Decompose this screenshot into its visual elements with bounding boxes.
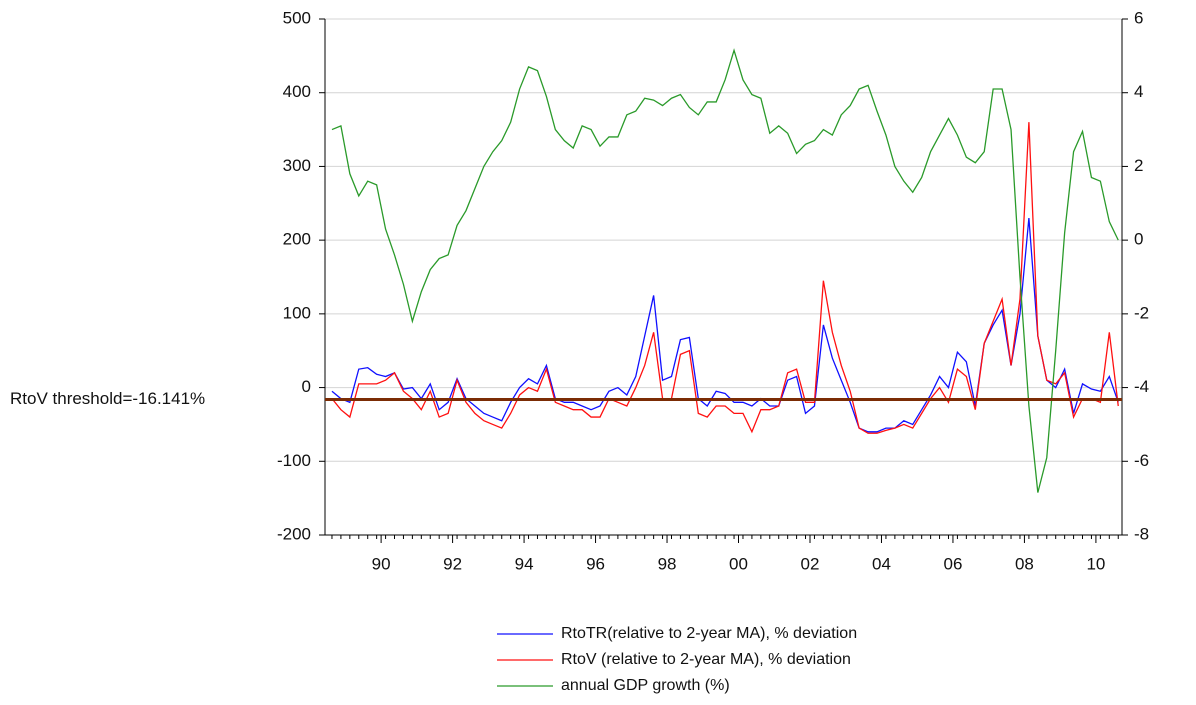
series-line [331,122,1119,434]
x-tick-label: 08 [1015,554,1034,573]
legend-label: RtoV (relative to 2-year MA), % deviatio… [561,651,851,668]
legend-label: annual GDP growth (%) [561,677,730,694]
legend-label: RtoTR(relative to 2-year MA), % deviatio… [561,625,857,642]
y-tick-label: 300 [283,156,311,175]
x-tick-label: 90 [372,554,391,573]
y2-tick-label: -8 [1134,524,1149,543]
y-tick-label: -200 [277,524,311,543]
y2-tick-label: 4 [1134,82,1143,101]
x-tick-label: 04 [872,554,891,573]
y2-tick-label: 0 [1134,230,1143,249]
x-tick-label: 02 [801,554,820,573]
x-tick-label: 92 [443,554,462,573]
y-tick-label: 100 [283,303,311,322]
threshold-label: RtoV threshold=-16.141% [10,389,205,408]
x-tick-label: 10 [1086,554,1105,573]
y-tick-label: 0 [302,377,311,396]
y-tick-label: 500 [283,8,311,27]
x-tick-label: 00 [729,554,748,573]
x-tick-label: 98 [658,554,677,573]
y2-tick-label: -4 [1134,377,1149,396]
legend: RtoTR(relative to 2-year MA), % deviatio… [497,625,857,694]
x-tick-label: 06 [943,554,962,573]
y2-tick-label: 2 [1134,156,1143,175]
y-tick-label: 200 [283,230,311,249]
x-tick-label: 96 [586,554,605,573]
y2-tick-label: -6 [1134,451,1149,470]
series-line [331,48,1119,493]
y-tick-label: 400 [283,82,311,101]
y2-tick-label: -2 [1134,303,1149,322]
y2-tick-label: 6 [1134,8,1143,27]
x-tick-label: 94 [515,554,534,573]
y-tick-label: -100 [277,451,311,470]
